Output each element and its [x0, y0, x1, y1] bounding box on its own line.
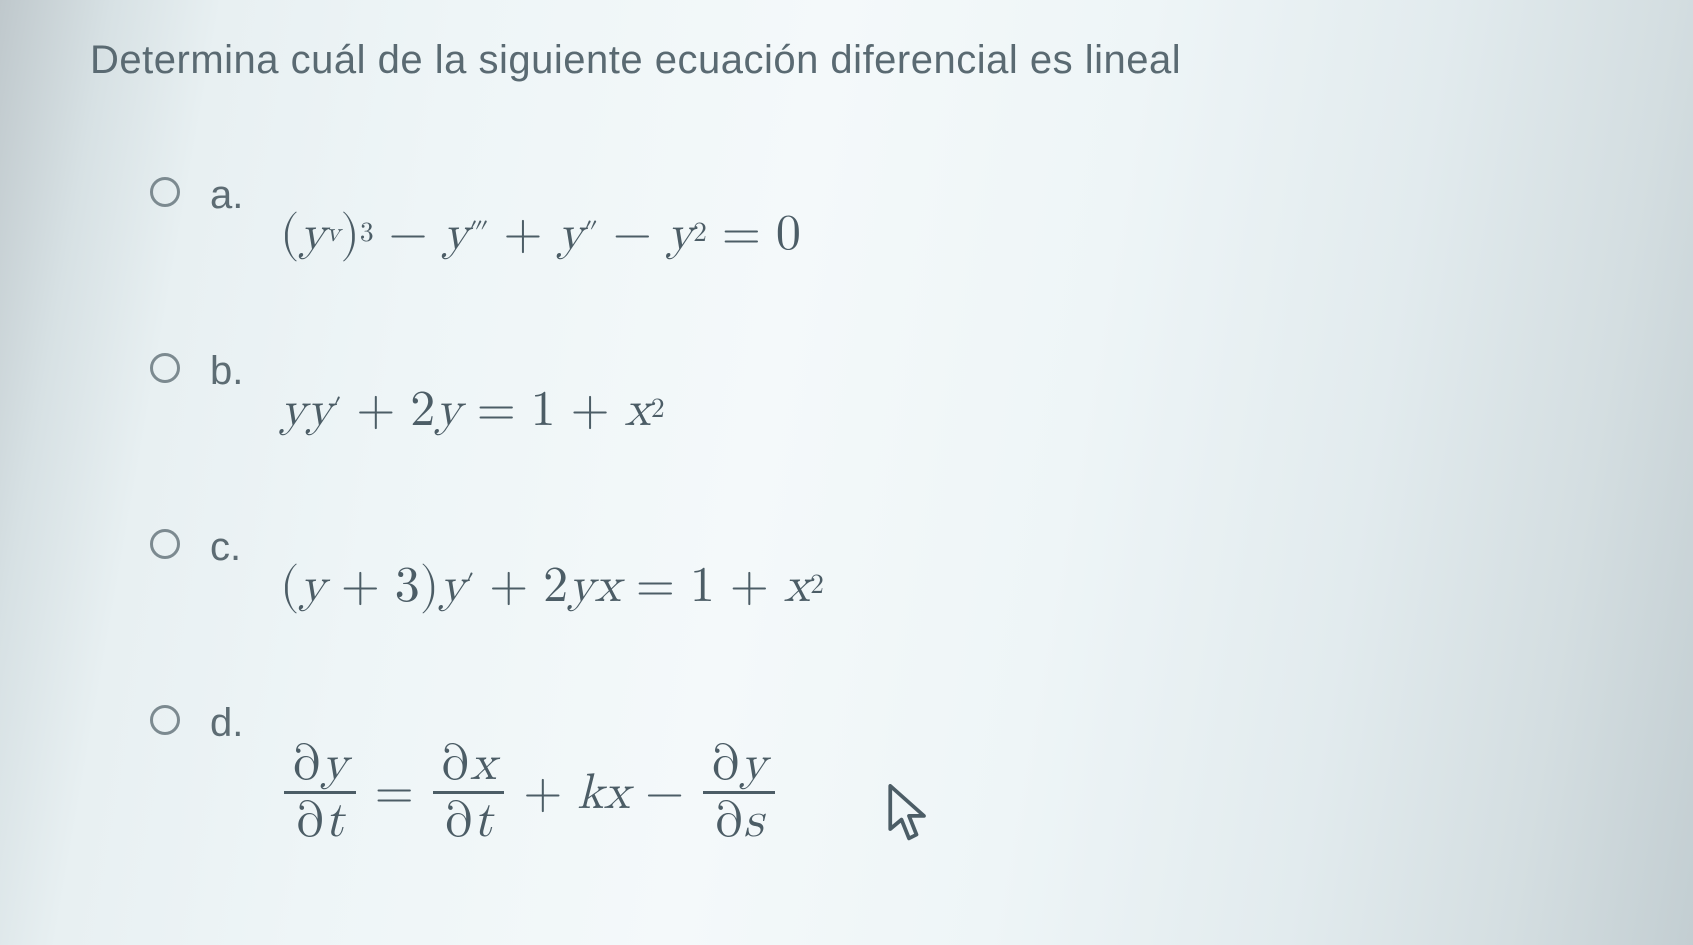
option-b[interactable]: b. yy′+2y =1+x2 — [150, 349, 1603, 435]
option-d-letter: d. — [210, 701, 280, 746]
option-a-letter: a. — [210, 173, 280, 218]
option-d-formula: ∂y∂t = ∂x∂t +kx − ∂y∂s — [280, 701, 1603, 848]
option-d[interactable]: d. ∂y∂t = ∂x∂t +kx − ∂y∂s — [150, 701, 1603, 848]
option-c-formula: (y+3)y′ +2yx =1+x2 — [280, 525, 1603, 611]
quiz-page: Determina cuál de la siguiente ecuación … — [0, 0, 1693, 945]
radio-c[interactable] — [150, 529, 180, 559]
radio-d[interactable] — [150, 705, 180, 735]
radio-a[interactable] — [150, 177, 180, 207]
question-text: Determina cuál de la siguiente ecuación … — [90, 38, 1603, 83]
option-c-letter: c. — [210, 525, 280, 570]
radio-b[interactable] — [150, 353, 180, 383]
option-b-formula: yy′+2y =1+x2 — [280, 349, 1603, 435]
option-a-formula: (yv)3 −y‴ +y″ −y2 =0 — [280, 173, 1603, 259]
option-c[interactable]: c. (y+3)y′ +2yx =1+x2 — [150, 525, 1603, 611]
option-a[interactable]: a. (yv)3 −y‴ +y″ −y2 =0 — [150, 173, 1603, 259]
option-b-letter: b. — [210, 349, 280, 394]
options-group: a. (yv)3 −y‴ +y″ −y2 =0 b. yy′+2y =1+x2 … — [90, 173, 1603, 848]
